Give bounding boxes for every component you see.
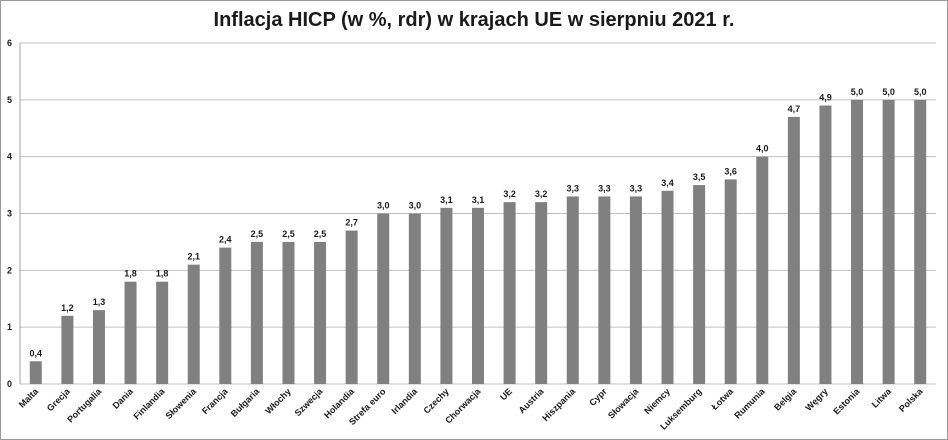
data-label: 5,0 <box>851 87 864 97</box>
category-label: Czechy <box>421 386 450 415</box>
data-label: 2,4 <box>219 235 232 245</box>
data-label: 3,1 <box>440 195 453 205</box>
category-label: Francja <box>200 386 230 416</box>
data-label: 5,0 <box>914 87 927 97</box>
data-label: 3,0 <box>409 201 422 211</box>
data-label: 2,1 <box>187 252 200 262</box>
bar-16 <box>535 202 548 384</box>
category-label: Malta <box>17 386 41 410</box>
bar-0 <box>29 361 42 384</box>
bar-18 <box>598 196 611 384</box>
bar-10 <box>345 230 358 384</box>
category-label: Portugalia <box>65 386 104 425</box>
bar-12 <box>408 213 421 384</box>
chart-title: Inflacja HICP (w %, rdr) w krajach UE w … <box>213 9 735 31</box>
data-label: 3,5 <box>693 172 706 182</box>
category-label: UE <box>498 386 514 402</box>
data-label: 2,7 <box>345 218 358 228</box>
data-label: 4,0 <box>756 144 769 154</box>
bar-23 <box>756 156 769 384</box>
bar-15 <box>503 202 516 384</box>
data-label: 2,5 <box>282 229 295 239</box>
y-tick-label: 6 <box>7 38 12 48</box>
category-label: Szwecja <box>293 386 326 419</box>
category-label: Łotwa <box>710 386 736 412</box>
data-label: 5,0 <box>882 87 895 97</box>
category-label: Włochy <box>263 386 293 416</box>
category-label: Słowacja <box>606 386 641 421</box>
y-tick-label: 4 <box>7 152 12 162</box>
bar-layer <box>29 99 927 385</box>
data-label: 3,2 <box>535 189 548 199</box>
data-label: 1,2 <box>61 303 74 313</box>
data-label: 3,0 <box>377 201 390 211</box>
bar-2 <box>92 310 105 384</box>
bar-1 <box>61 315 74 384</box>
category-label: Rumunia <box>732 386 767 421</box>
bar-14 <box>472 207 484 384</box>
data-label: 1,8 <box>156 269 169 279</box>
bar-22 <box>724 179 737 384</box>
category-label: Chorwacja <box>443 386 483 426</box>
category-label: Bułgaria <box>229 386 262 419</box>
bar-28 <box>914 99 927 384</box>
category-label: Polska <box>897 386 925 414</box>
bar-25 <box>819 105 832 385</box>
data-label: 2,5 <box>251 229 264 239</box>
data-label: 2,5 <box>314 229 327 239</box>
category-label: Niemcy <box>642 386 672 416</box>
data-label: 4,9 <box>819 93 832 103</box>
data-label: 0,4 <box>30 348 43 358</box>
category-label: Finlandia <box>132 386 168 422</box>
category-label: Cypr <box>587 386 609 408</box>
data-label: 3,3 <box>630 183 643 193</box>
bar-17 <box>566 196 579 384</box>
y-tick-label: 2 <box>7 265 12 275</box>
data-label: 1,8 <box>124 269 137 279</box>
bar-11 <box>377 213 390 384</box>
bar-7 <box>250 241 263 384</box>
category-label: Hiszpania <box>540 386 577 423</box>
category-label: Grecja <box>45 386 73 414</box>
bar-26 <box>851 99 864 384</box>
bar-27 <box>882 99 895 384</box>
bar-8 <box>282 241 295 384</box>
category-label: Irlandia <box>390 386 420 416</box>
data-label: 3,6 <box>724 166 737 176</box>
bar-24 <box>787 116 800 384</box>
category-label: Słowenia <box>163 386 198 421</box>
bar-4 <box>156 281 169 384</box>
category-label: Belgia <box>772 386 799 413</box>
data-label: 3,4 <box>661 178 674 188</box>
data-label: 4,7 <box>788 104 801 114</box>
y-tick-label: 1 <box>7 322 12 332</box>
bar-21 <box>693 185 706 384</box>
category-label: Austria <box>517 386 547 416</box>
data-label: 3,1 <box>472 195 485 205</box>
category-label: Estonia <box>831 386 862 417</box>
bar-6 <box>219 247 232 384</box>
data-label: 3,2 <box>503 189 516 199</box>
y-tick-label: 5 <box>7 95 12 105</box>
bar-5 <box>187 264 200 384</box>
category-label: Węgry <box>803 386 830 413</box>
bar-9 <box>314 241 327 384</box>
data-label: 3,3 <box>598 183 611 193</box>
bar-20 <box>661 190 674 384</box>
data-label: 1,3 <box>93 297 106 307</box>
y-tick-label: 0 <box>7 379 12 389</box>
bar-13 <box>440 207 453 384</box>
y-tick-label: 3 <box>7 209 12 219</box>
data-label: 3,3 <box>567 183 580 193</box>
bar-3 <box>124 281 137 384</box>
category-label: Dania <box>111 386 136 411</box>
category-label: Litwa <box>870 386 894 410</box>
bar-19 <box>629 196 642 384</box>
